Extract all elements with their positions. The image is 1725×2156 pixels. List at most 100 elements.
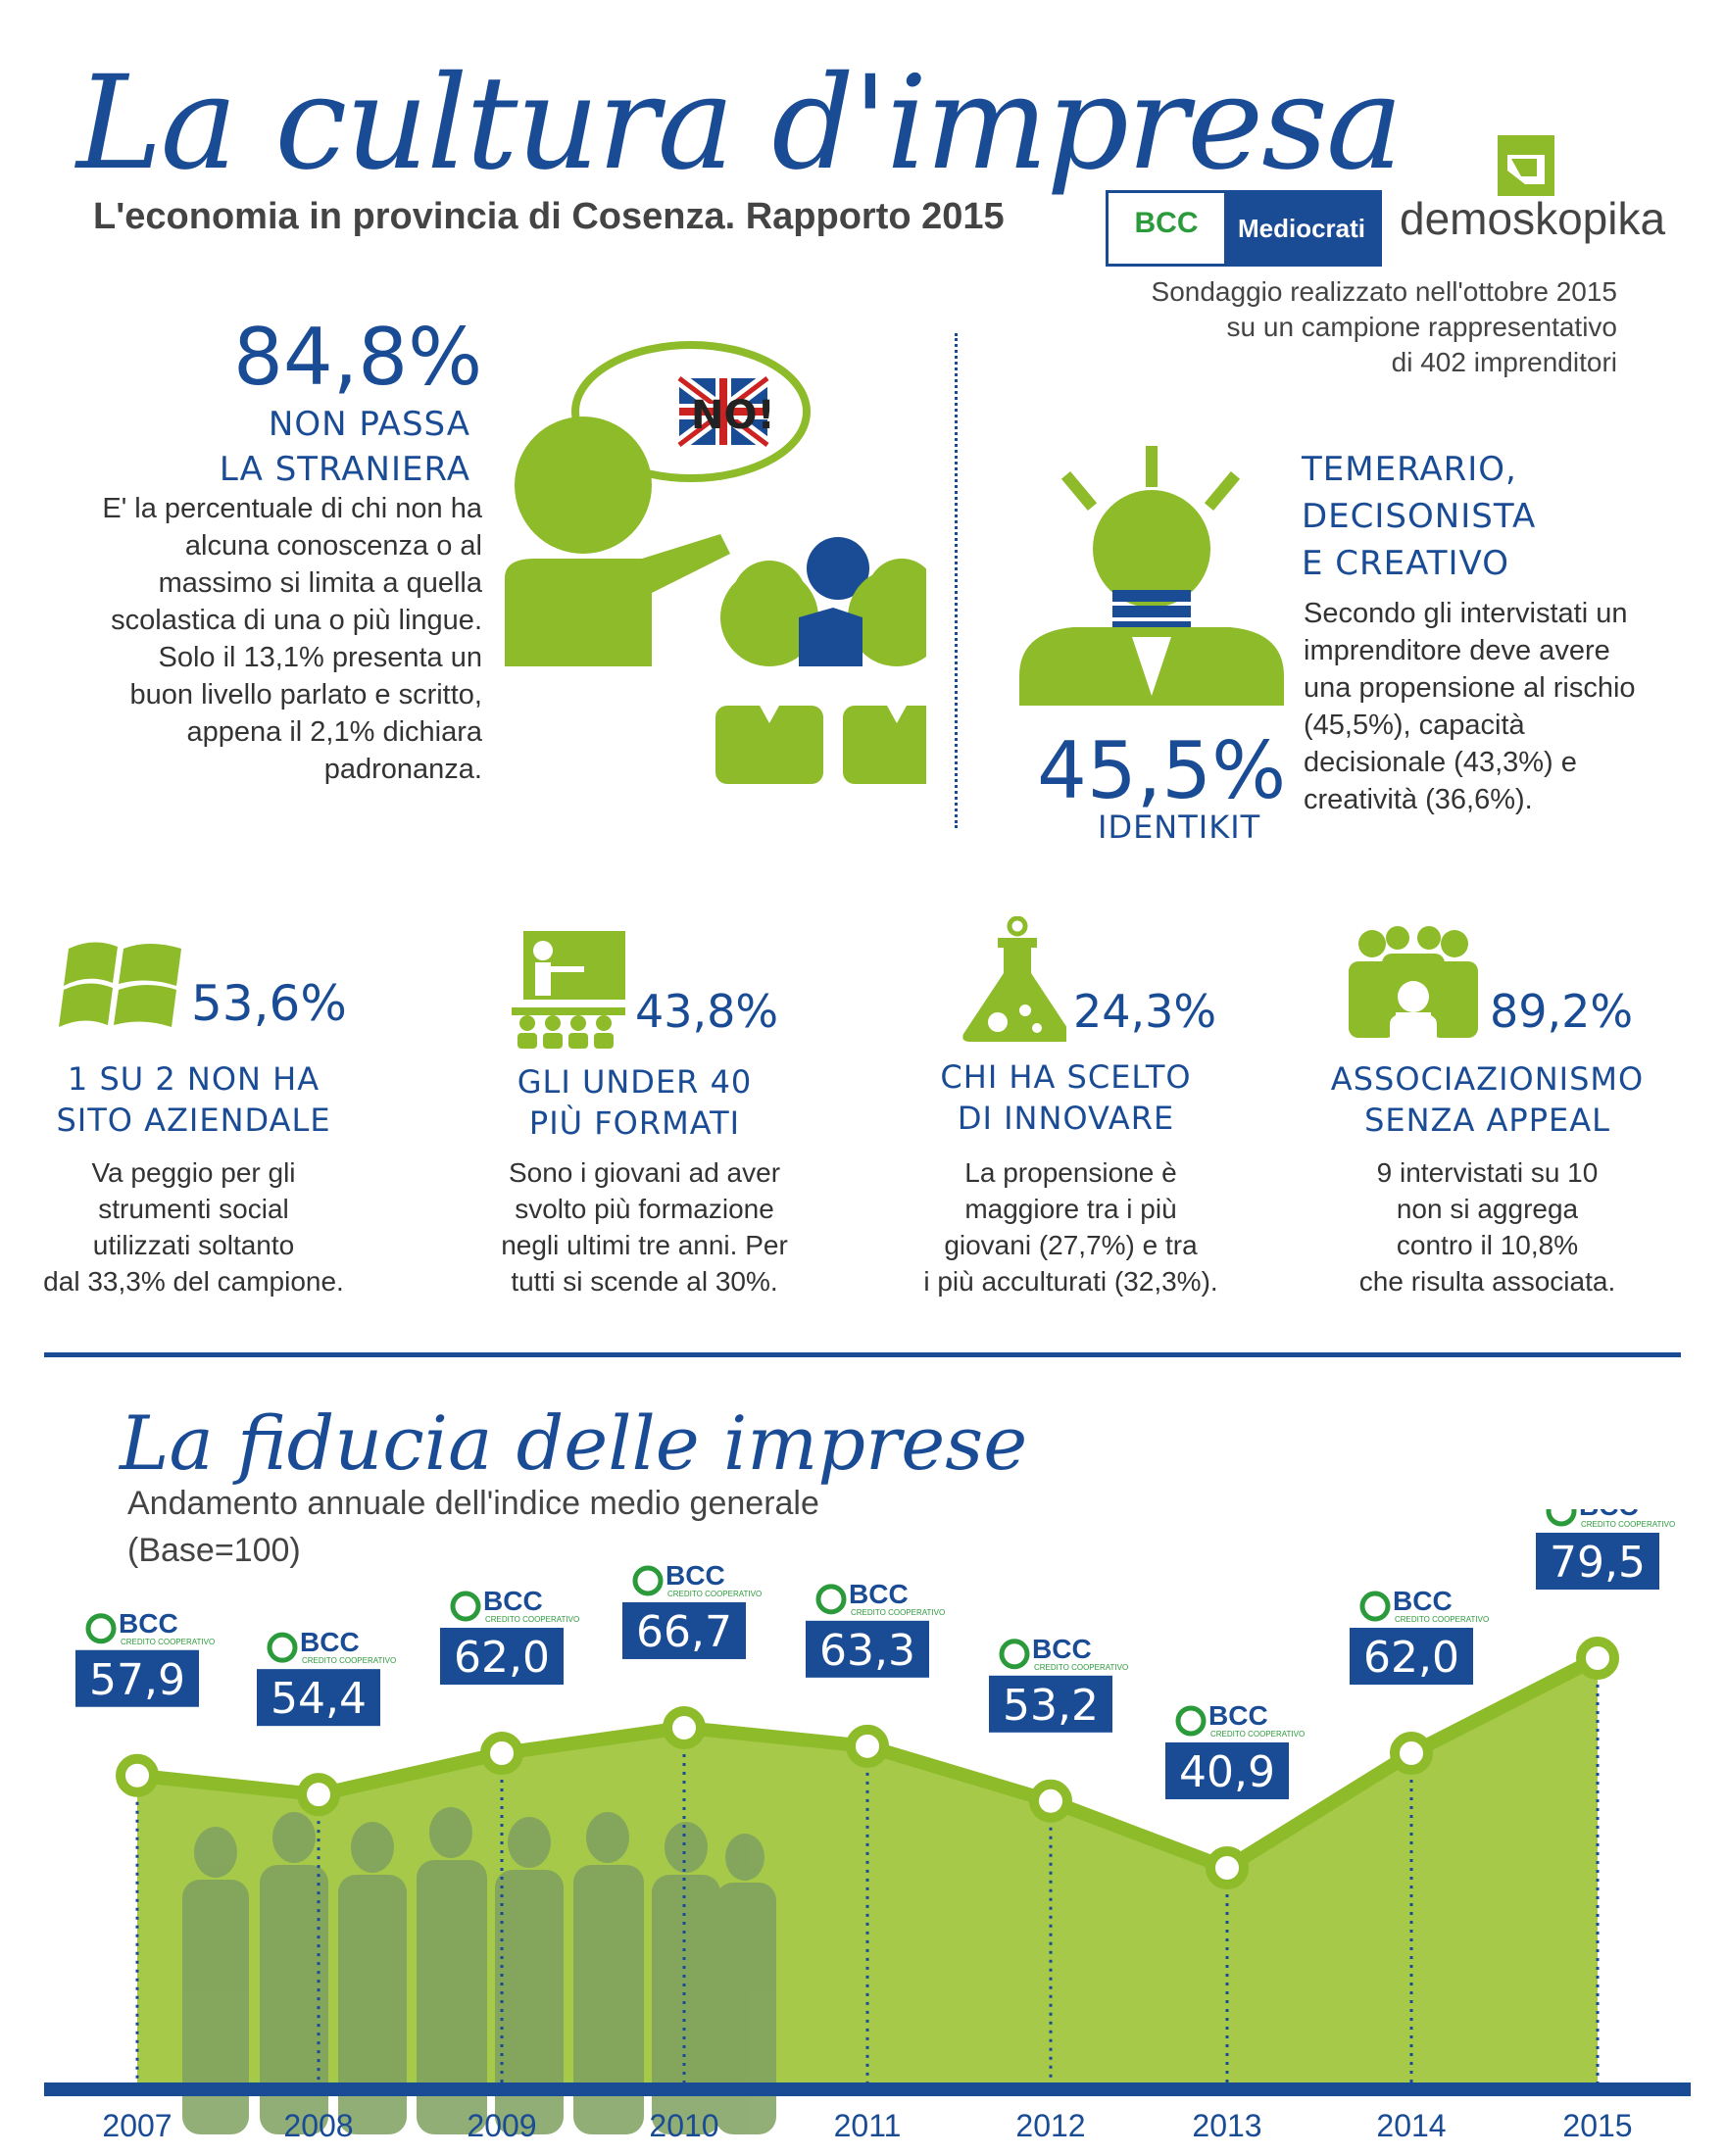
bcc-badge-subtext: CREDITO COOPERATIVO	[851, 1608, 945, 1617]
stat-text-line: 9 intervistati su 10	[1376, 1157, 1599, 1188]
value-badge	[440, 1628, 564, 1686]
value-badge	[806, 1620, 929, 1678]
stat-heading: CHI HA SCELTO DI INNOVARE	[902, 1056, 1230, 1139]
stat-text-line: utilizzati soltanto	[92, 1230, 295, 1260]
stat-text-line: dal 33,3% del campione.	[43, 1266, 344, 1297]
data-point	[1390, 1732, 1433, 1776]
bcc-badge-subtext: CREDITO COOPERATIVO	[1034, 1663, 1128, 1672]
mediocrati-logo-text: Mediocrati	[1224, 193, 1379, 264]
chart-subtitle: Andamento annuale dell'indice medio gene…	[127, 1480, 1010, 1574]
classroom-icon	[512, 931, 625, 1049]
x-tick-label: 2013	[1192, 2108, 1261, 2143]
data-point	[297, 1773, 340, 1817]
stat-text: Sono i giovani ad aver svolto più formaz…	[466, 1154, 823, 1299]
bcc-badge-text: BCC	[1208, 1700, 1268, 1731]
stat-heading-line: GLI UNDER 40	[517, 1063, 753, 1101]
data-label: 79,5	[1550, 1538, 1646, 1588]
stat-text-line: Sono i giovani ad aver	[508, 1157, 781, 1188]
demoskopika-logo-text: demoskopika	[1400, 193, 1666, 244]
bcc-logo-text: BCC	[1109, 193, 1224, 264]
data-label: 66,7	[636, 1607, 732, 1657]
x-tick-label: 2015	[1562, 2108, 1632, 2143]
identikit-heading-line: TEMERARIO,	[1302, 450, 1517, 489]
identikit-heading-line: DECISONISTA	[1302, 497, 1537, 536]
survey-note: Sondaggio realizzato nell'ottobre 2015 s…	[1049, 274, 1617, 380]
data-label: 57,9	[89, 1655, 185, 1705]
bcc-badge-subtext: CREDITO COOPERATIVO	[667, 1590, 762, 1598]
bcc-badge-subtext: CREDITO COOPERATIVO	[1395, 1615, 1489, 1624]
stat-text-line: che risulta associata.	[1358, 1266, 1616, 1297]
flask-icon	[962, 916, 1066, 1042]
stat-heading-line: DI INNOVARE	[957, 1100, 1175, 1137]
stat-text-line: maggiore tra i più	[964, 1194, 1177, 1224]
data-point	[1029, 1779, 1072, 1823]
chart-subtitle-line: Andamento annuale dell'indice medio gene…	[127, 1485, 819, 1522]
lightbulb-icon	[1019, 446, 1284, 706]
bcc-ring-icon	[85, 1613, 117, 1644]
stat-pct: 43,8%	[635, 985, 779, 1038]
x-tick-label: 2008	[283, 2108, 353, 2143]
stat-heading-line: SENZA APPEAL	[1364, 1102, 1610, 1139]
bcc-badge-subtext: CREDITO COOPERATIVO	[121, 1638, 215, 1646]
bcc-badge-text: BCC	[665, 1560, 725, 1591]
identikit-text: Secondo gli intervistati un imprenditore…	[1304, 598, 1636, 815]
identikit-heading-line: E CREATIVO	[1302, 544, 1509, 583]
value-badge	[989, 1675, 1112, 1733]
identikit-label: IDENTIKIT	[1098, 808, 1261, 846]
x-tick-label: 2014	[1376, 2108, 1446, 2143]
stat-text-line: negli ultimi tre anni. Per	[501, 1230, 788, 1260]
stat-heading: GLI UNDER 40 PIÙ FORMATI	[470, 1061, 799, 1144]
stat-text-line: i più acculturati (32,3%).	[923, 1266, 1218, 1297]
identikit-pct: 45,5%	[1037, 725, 1287, 816]
no-bubble-text: NO!	[691, 393, 775, 438]
page-subtitle: L'economia in provincia di Cosenza. Rapp…	[93, 196, 1005, 237]
bcc-badge-subtext: CREDITO COOPERATIVO	[1581, 1520, 1675, 1529]
page-title: La cultura d'impresa	[76, 48, 1404, 199]
stat-text-line: La propensione è	[964, 1157, 1177, 1188]
section-divider	[955, 333, 958, 828]
stat-heading-line: 1 SU 2 NON HA	[67, 1060, 320, 1098]
stat-pct: 89,2%	[1490, 985, 1634, 1038]
bcc-badge-subtext: CREDITO COOPERATIVO	[302, 1656, 396, 1665]
stat-text-line: svolto più formazione	[515, 1194, 774, 1224]
section-separator	[44, 1352, 1681, 1357]
x-tick-label: 2007	[102, 2108, 172, 2143]
data-label: 62,0	[454, 1633, 550, 1683]
bcc-mediocrati-logo: BCC Mediocrati	[1106, 190, 1382, 267]
data-label: 40,9	[1179, 1747, 1275, 1797]
survey-line: di 402 imprenditori	[1391, 347, 1617, 377]
bcc-badge-text: BCC	[483, 1586, 543, 1616]
group-icon	[1349, 926, 1478, 1042]
data-point	[663, 1705, 706, 1749]
bcc-ring-icon	[999, 1639, 1030, 1670]
bcc-ring-icon	[1359, 1591, 1391, 1622]
chart-title: La fiducia delle imprese	[120, 1399, 1028, 1487]
value-badge	[1165, 1742, 1289, 1799]
language-pct: 84,8%	[233, 312, 483, 403]
bcc-ring-icon	[632, 1565, 664, 1596]
data-label: 62,0	[1363, 1633, 1459, 1683]
stat-heading: 1 SU 2 NON HA SITO AZIENDALE	[29, 1058, 358, 1141]
x-tick-label: 2009	[467, 2108, 536, 2143]
chart-subtitle-line: (Base=100)	[127, 1532, 301, 1569]
bcc-ring-icon	[450, 1591, 481, 1622]
teacher-illustration: NO!	[505, 341, 926, 784]
bcc-ring-icon	[1546, 1509, 1577, 1527]
stat-heading-line: ASSOCIAZIONISMO	[1330, 1060, 1645, 1098]
stat-text: La propensione è maggiore tra i più giov…	[902, 1154, 1240, 1299]
identikit-heading: TEMERARIO, DECISONISTA E CREATIVO	[1302, 446, 1536, 587]
x-tick-label: 2010	[649, 2108, 718, 2143]
data-point	[480, 1732, 523, 1776]
language-heading: NON PASSA LA STRANIERA	[147, 402, 470, 492]
windows-icon	[59, 942, 181, 1027]
bcc-badge-text: BCC	[1579, 1509, 1639, 1521]
stat-text: 9 intervistati su 10 non si aggrega cont…	[1318, 1154, 1656, 1299]
bcc-badge-subtext: CREDITO COOPERATIVO	[1210, 1730, 1305, 1739]
